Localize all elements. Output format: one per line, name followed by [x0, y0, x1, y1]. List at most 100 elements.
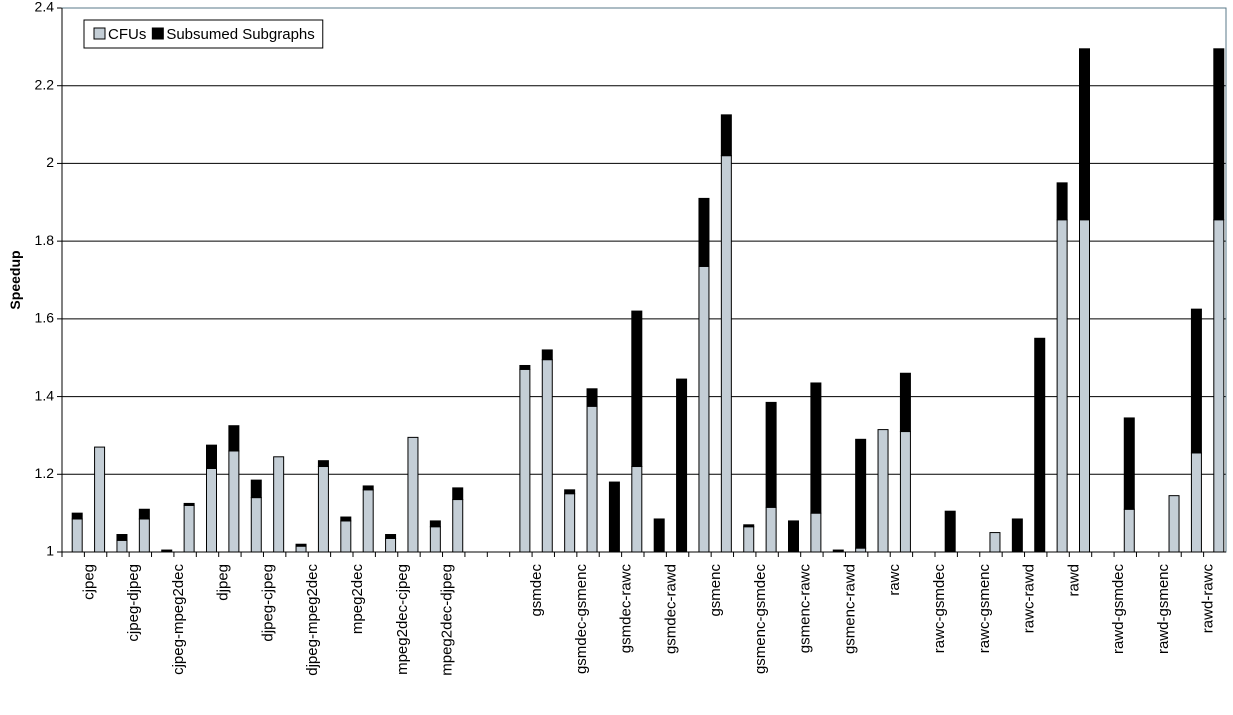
bar-segment — [295, 543, 307, 547]
y-tick-label: 1.2 — [35, 465, 55, 481]
y-tick-label: 2 — [46, 154, 54, 170]
bar-segment — [317, 460, 329, 468]
bar-segment — [720, 155, 732, 553]
bar-segment — [541, 349, 553, 361]
y-tick-label: 2.4 — [35, 0, 55, 15]
x-tick-label: djpeg — [215, 564, 232, 601]
bar-segment — [228, 450, 240, 553]
bar-segment — [855, 547, 867, 553]
bar-segment — [720, 114, 732, 157]
bar-segment — [541, 359, 553, 553]
bar-segment — [71, 512, 83, 520]
bar-segment — [250, 479, 262, 499]
x-tick-label: mpeg2dec-djpeg — [439, 564, 456, 676]
y-tick-label: 1 — [46, 543, 54, 559]
bar-segment — [183, 502, 195, 506]
bar-segment — [1168, 495, 1180, 553]
legend-box — [83, 19, 324, 49]
bar-segment — [855, 438, 867, 549]
x-tick-label: gsmenc-rawc — [797, 564, 814, 654]
bar-segment — [788, 520, 799, 553]
bar-segment — [653, 518, 665, 553]
x-tick-label: rawd-gsmenc — [1155, 564, 1172, 655]
bar-segment — [1056, 182, 1068, 221]
x-tick-label: djpeg-cjpeg — [259, 564, 276, 642]
bar-segment — [698, 265, 710, 553]
x-tick-label: cjpeg-djpeg — [125, 564, 142, 642]
legend-swatch — [93, 27, 106, 40]
bar-segment — [1213, 219, 1225, 553]
bar-segment — [429, 526, 441, 553]
bar-segment — [743, 524, 755, 528]
bar-segment — [138, 508, 150, 520]
y-tick-label: 1.8 — [35, 232, 55, 248]
y-tick-label: 2.2 — [35, 76, 55, 92]
bar-segment — [385, 534, 397, 539]
x-tick-label: rawd — [1065, 564, 1082, 597]
x-tick-label: rawc-gsmenc — [976, 564, 993, 654]
bar-segment — [810, 512, 822, 553]
bar-segment — [206, 467, 217, 553]
bar-segment — [1123, 508, 1135, 553]
bar-segment — [564, 489, 576, 495]
x-tick-label: cjpeg-mpeg2dec — [170, 564, 187, 675]
bar-segment — [295, 545, 307, 553]
bar-segment — [743, 526, 755, 553]
x-tick-label: gsmdec-gsmenc — [573, 564, 590, 675]
bar-segment — [899, 431, 911, 553]
bar-segment — [810, 382, 822, 514]
bar-segment — [116, 539, 128, 553]
bar-segment — [1079, 48, 1090, 221]
bar-segment — [944, 510, 956, 553]
x-tick-label: gsmenc-gsmdec — [752, 564, 769, 675]
bar-segment — [183, 504, 195, 553]
y-axis-label: Speedup — [7, 250, 23, 309]
bar-segment — [317, 466, 329, 553]
x-tick-label: gsmdec-rawd — [662, 564, 679, 654]
bar-segment — [452, 499, 464, 553]
x-tick-label: gsmdec — [528, 564, 545, 617]
bar-segment — [273, 456, 285, 553]
bar-segment — [1123, 417, 1135, 510]
x-tick-label: gsmenc — [707, 564, 724, 617]
x-tick-label: gsmdec-rawc — [618, 564, 635, 654]
x-tick-label: gsmenc-rawd — [841, 564, 858, 654]
bar-segment — [1190, 308, 1202, 454]
bar-segment — [385, 537, 397, 553]
bar-segment — [94, 446, 106, 553]
bar-segment — [71, 518, 83, 553]
bar-segment — [1079, 219, 1090, 553]
x-tick-label: mpeg2dec-cjpeg — [394, 564, 411, 675]
bar-segment — [362, 485, 374, 491]
bar-segment — [564, 493, 576, 553]
legend: CFUs Subsumed Subgraphs — [83, 19, 324, 49]
bar-segment — [519, 364, 531, 370]
bar-segment — [586, 388, 598, 407]
bar-segment — [452, 487, 464, 501]
bar-segment — [899, 372, 911, 433]
bar-segment — [1213, 48, 1225, 221]
x-tick-label: djpeg-mpeg2dec — [304, 564, 321, 676]
bar-segment — [877, 429, 889, 553]
bar-segment — [407, 436, 419, 553]
bar-segment — [586, 405, 598, 553]
x-tick-label: rawc-gsmdec — [931, 564, 948, 654]
x-tick-label: rawc — [886, 564, 903, 596]
x-tick-label: rawc-rawd — [1021, 564, 1038, 633]
legend-label: Subsumed Subgraphs — [166, 26, 314, 43]
x-tick-label: mpeg2dec — [349, 564, 366, 635]
legend-label: CFUs — [108, 26, 146, 43]
bar-segment — [228, 425, 240, 452]
bar-segment — [832, 549, 844, 553]
legend-swatch — [151, 27, 164, 40]
y-tick-label: 1.6 — [35, 310, 55, 326]
bar-segment — [340, 516, 352, 522]
bar-segment — [1056, 219, 1068, 553]
bar-segment — [608, 481, 620, 553]
bar-segment — [1190, 452, 1202, 553]
bar-segment — [698, 197, 710, 267]
y-tick-label: 1.4 — [35, 387, 55, 403]
bar-segment — [519, 368, 531, 553]
bar-segment — [161, 549, 173, 553]
